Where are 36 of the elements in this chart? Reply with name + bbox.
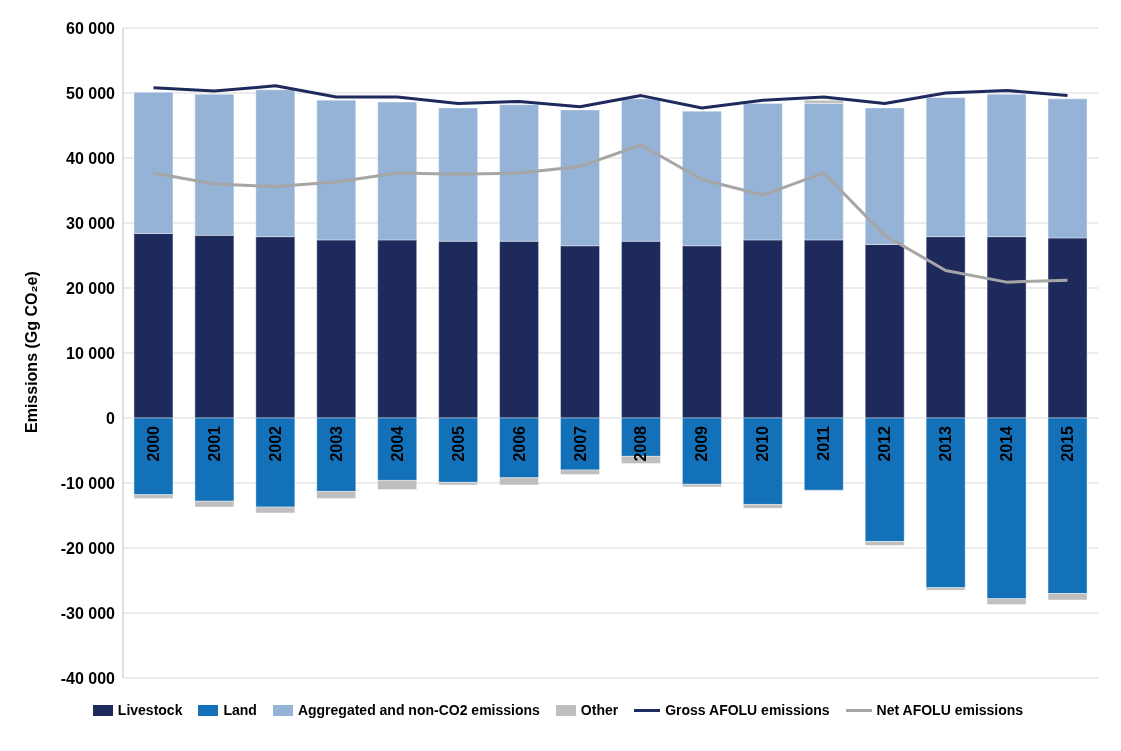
x-tick-label: 2005 [449,425,467,462]
legend-label: Gross AFOLU emissions [665,702,830,718]
x-tick-label: 2012 [876,425,894,462]
y-tick-label: 10 000 [66,344,116,362]
legend-label: Livestock [117,702,183,718]
legend-label: Other [580,702,619,718]
legend-label: Land [223,702,257,718]
x-tick-label: 2002 [266,425,284,462]
y-tick-label: 20 000 [66,279,116,297]
x-tick-label: 2007 [571,425,589,462]
y-axis-title: Emissions (Gg CO₂e) [22,271,40,433]
x-tick-label: 2000 [144,425,162,462]
y-tick-label: 30 000 [66,214,116,232]
line-series [151,84,1070,110]
x-tick-label: 2001 [205,425,223,462]
y-tick-label: -10 000 [60,474,116,492]
x-tick-label: 2015 [1059,425,1077,462]
x-tick-label: 2011 [815,425,833,461]
y-tick-label: -20 000 [60,539,116,557]
x-tick-label: 2008 [632,425,650,462]
x-tick-label: 2010 [754,425,772,462]
y-tick-label: 50 000 [66,84,116,102]
line-series [151,143,1070,284]
legend-label: Aggregated and non-CO2 emissions [297,702,540,718]
x-tick-label: 2013 [937,425,955,462]
x-tick-label: 2009 [693,425,711,462]
legend-label: Net AFOLU emissions [876,702,1024,718]
x-tick-label: 2003 [327,425,345,462]
y-tick-label: -30 000 [60,604,116,622]
y-tick-label: 60 000 [66,19,116,37]
y-tick-label: 40 000 [66,149,116,167]
y-tick-label: -40 000 [60,669,116,687]
x-tick-label: 2014 [998,425,1016,462]
y-tick-label: 0 [106,409,116,427]
x-tick-label: 2004 [388,425,406,462]
x-tick-label: 2006 [510,425,528,462]
